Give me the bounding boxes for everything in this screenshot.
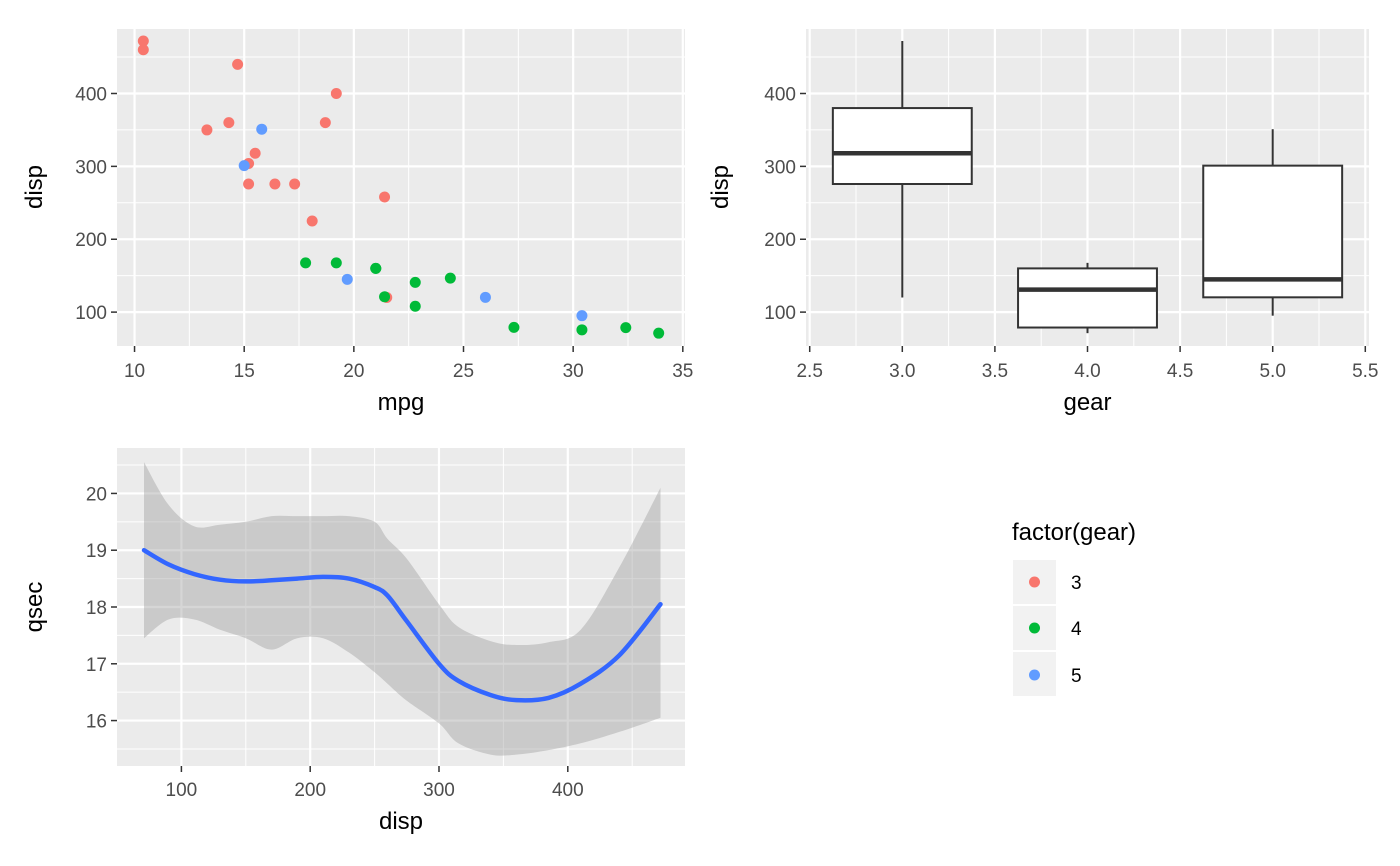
y-tick-label: 400: [75, 84, 107, 105]
scatter-point-gear-4: [653, 327, 665, 339]
scatter-point-gear-3: [223, 117, 235, 129]
scatter-point-gear-4: [508, 321, 520, 333]
legend-item: 3: [1013, 560, 1082, 604]
scatter-panel: 10 15 20 25 30 35 100 200 300 400 mpg disp: [21, 29, 693, 416]
scatter-point-gear-3: [269, 178, 281, 190]
scatter-point-gear-4: [330, 257, 342, 269]
smooth-panel: 100 200 300 400 16 17 18 19 20 disp qsec: [21, 448, 685, 835]
x-tick-label: 400: [552, 780, 584, 801]
x-tick-label: 20: [343, 361, 364, 382]
y-tick-label: 300: [75, 157, 107, 178]
x-tick-label: 5.5: [1352, 361, 1378, 382]
y-axis-title: disp: [707, 165, 734, 209]
scatter-point-gear-3: [330, 87, 342, 99]
legend-title: factor(gear): [1012, 519, 1136, 546]
x-axis-title: gear: [1063, 389, 1111, 416]
scatter-point-gear-4: [620, 322, 632, 334]
y-axis-title: qsec: [21, 582, 48, 633]
y-tick-label: 100: [764, 303, 796, 324]
scatter-point-gear-5: [341, 273, 353, 285]
legend-label: 3: [1071, 573, 1082, 594]
x-tick-label: 25: [453, 361, 474, 382]
legend-key-point: [1029, 576, 1040, 588]
y-tick-label: 16: [86, 712, 107, 733]
box-iqr: [1202, 164, 1344, 299]
x-axis-title: disp: [379, 808, 423, 835]
box-iqr: [831, 107, 973, 186]
scatter-point-gear-5: [479, 291, 491, 303]
y-tick-label: 19: [86, 541, 107, 562]
scatter-point-gear-3: [137, 35, 149, 47]
scatter-point-gear-3: [379, 191, 391, 203]
scatter-point-gear-5: [256, 123, 268, 135]
legend-label: 5: [1071, 666, 1082, 687]
y-tick-label: 18: [86, 598, 107, 619]
scatter-point-gear-4: [300, 257, 312, 269]
x-tick-label: 35: [672, 361, 693, 382]
scatter-point-gear-3: [319, 117, 331, 129]
legend: factor(gear) 3 4 5: [1012, 519, 1136, 696]
x-tick-label: 100: [166, 780, 198, 801]
scatter-point-gear-4: [409, 300, 421, 312]
legend-label: 4: [1071, 619, 1082, 640]
smooth-line: [141, 547, 663, 703]
scatter-point-gear-3: [201, 124, 213, 136]
y-axis-title: disp: [21, 165, 48, 209]
legend-item: 4: [1013, 606, 1082, 650]
scatter-point-gear-4: [379, 291, 391, 303]
x-axis-title: mpg: [378, 389, 425, 416]
scatter-point-gear-3: [249, 147, 261, 159]
boxplot-panel: 2.5 3.0 3.5 4.0 4.5 5.0 5.5 100 200 300 400 gear dis…: [707, 29, 1379, 416]
scatter-point-gear-4: [409, 276, 421, 288]
scatter-point-gear-3: [137, 44, 149, 56]
x-tick-label: 15: [234, 361, 255, 382]
x-tick-label: 3.0: [889, 361, 915, 382]
x-tick-label: 10: [124, 361, 145, 382]
x-tick-label: 200: [294, 780, 326, 801]
y-tick-label: 20: [86, 484, 107, 505]
scatter-point-gear-3: [289, 178, 301, 190]
x-tick-label: 4.0: [1074, 361, 1100, 382]
y-tick-label: 100: [75, 303, 107, 324]
x-tick-label: 2.5: [796, 361, 822, 382]
scatter-point-gear-3: [232, 58, 244, 70]
scatter-point-gear-4: [370, 262, 382, 274]
y-tick-label: 200: [764, 230, 796, 251]
legend-item: 5: [1013, 652, 1082, 696]
legend-key-point: [1029, 622, 1040, 634]
x-tick-label: 30: [563, 361, 584, 382]
x-tick-label: 300: [423, 780, 455, 801]
scatter-point-gear-3: [243, 178, 255, 190]
y-tick-label: 400: [764, 84, 796, 105]
box-iqr: [1017, 267, 1158, 329]
x-tick-label: 4.5: [1167, 361, 1193, 382]
y-tick-label: 17: [86, 655, 107, 676]
scatter-point-gear-5: [238, 160, 250, 172]
scatter-point-gear-4: [444, 272, 456, 284]
confidence-band: [144, 462, 661, 756]
scatter-point-gear-5: [576, 310, 588, 322]
legend-key-point: [1029, 669, 1040, 681]
scatter-point-gear-3: [306, 215, 318, 227]
scatter-point-gear-4: [576, 324, 588, 336]
y-tick-label: 300: [764, 157, 796, 178]
x-tick-label: 3.5: [982, 361, 1008, 382]
y-tick-label: 200: [75, 230, 107, 251]
panel-background: [117, 29, 685, 346]
x-tick-label: 5.0: [1259, 361, 1285, 382]
